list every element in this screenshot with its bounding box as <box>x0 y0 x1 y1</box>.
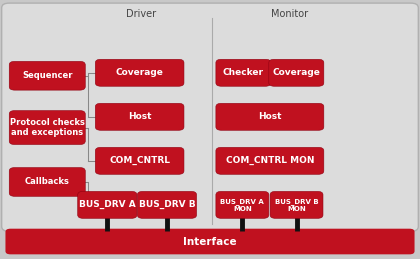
Text: Sequencer: Sequencer <box>22 71 73 80</box>
Text: COM_CNTRL MON: COM_CNTRL MON <box>226 156 314 166</box>
FancyBboxPatch shape <box>269 59 324 86</box>
FancyBboxPatch shape <box>270 191 323 218</box>
Text: BUS_DRV B
MON: BUS_DRV B MON <box>275 198 318 212</box>
FancyBboxPatch shape <box>95 59 184 86</box>
Text: Driver: Driver <box>126 9 156 19</box>
FancyBboxPatch shape <box>9 111 85 145</box>
FancyBboxPatch shape <box>137 191 197 218</box>
Text: Coverage: Coverage <box>116 68 163 77</box>
Text: Callbacks: Callbacks <box>25 177 70 186</box>
Text: Host: Host <box>258 112 281 121</box>
FancyBboxPatch shape <box>95 103 184 130</box>
FancyBboxPatch shape <box>9 168 85 196</box>
Text: Host: Host <box>128 112 151 121</box>
Text: Interface: Interface <box>183 236 237 247</box>
FancyBboxPatch shape <box>2 3 418 231</box>
Text: COM_CNTRL: COM_CNTRL <box>109 156 170 166</box>
FancyBboxPatch shape <box>9 61 85 90</box>
Text: Coverage: Coverage <box>273 68 320 77</box>
Text: Monitor: Monitor <box>271 9 308 19</box>
FancyBboxPatch shape <box>216 103 324 130</box>
FancyBboxPatch shape <box>216 59 271 86</box>
Text: BUS_DRV A: BUS_DRV A <box>79 200 136 210</box>
FancyBboxPatch shape <box>216 147 324 174</box>
Text: Checker: Checker <box>223 68 264 77</box>
FancyBboxPatch shape <box>78 191 137 218</box>
Text: BUS_DRV A
MON: BUS_DRV A MON <box>220 198 264 212</box>
FancyBboxPatch shape <box>95 147 184 174</box>
Text: BUS_DRV B: BUS_DRV B <box>139 200 195 210</box>
FancyBboxPatch shape <box>5 229 415 254</box>
Text: Protocol checks
and exceptions: Protocol checks and exceptions <box>10 118 85 137</box>
FancyBboxPatch shape <box>216 191 269 218</box>
